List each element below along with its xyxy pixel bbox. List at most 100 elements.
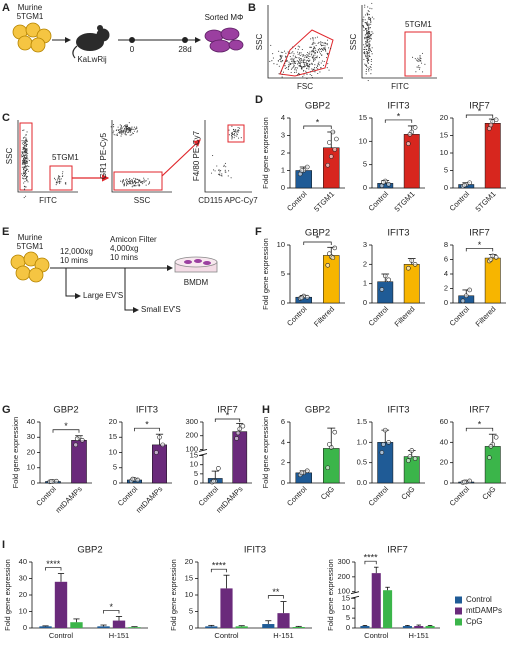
- flow-event: [132, 181, 134, 183]
- flow-event: [123, 125, 126, 127]
- y-tick-label: 2: [281, 458, 285, 467]
- y-tick-label: 2: [444, 283, 448, 292]
- flow-event: [239, 127, 241, 129]
- flow-event: [286, 60, 288, 62]
- significance-bracket: [103, 610, 120, 614]
- flow-event: [416, 59, 418, 61]
- flow-event: [368, 54, 370, 56]
- flow-event: [218, 169, 220, 171]
- panel-a-diagram: Murine 5TGM1 KaLwRij 0 28d Sorted MΦ: [12, 3, 244, 64]
- flow-event: [322, 47, 324, 49]
- flow-event: [303, 63, 305, 65]
- flow-event: [293, 65, 295, 67]
- flow-event: [143, 181, 145, 183]
- bar: [220, 588, 233, 628]
- flow-event: [291, 67, 293, 69]
- flow-event: [367, 62, 369, 64]
- flow-event: [304, 64, 306, 66]
- flow-event: [321, 54, 323, 56]
- flow-event: [236, 134, 238, 136]
- chart-title: IRF7: [469, 405, 490, 416]
- flow-event: [21, 140, 23, 142]
- flow-event: [280, 51, 282, 53]
- flow-event: [312, 49, 314, 51]
- flow-event: [120, 135, 122, 137]
- flow-event: [364, 52, 366, 54]
- flow-event: [125, 124, 127, 126]
- y-tick-label: 2: [363, 259, 367, 268]
- y-tick-label: 4: [281, 113, 285, 122]
- flow-event: [317, 63, 319, 65]
- flow-event: [26, 131, 28, 133]
- flow-event: [299, 58, 302, 60]
- y-tick-label: 0: [346, 623, 350, 632]
- significance-bracket: [364, 560, 377, 565]
- flow-event: [133, 126, 135, 128]
- flow-event: [320, 48, 323, 50]
- y-tick-label: 6: [444, 254, 448, 263]
- flow-event: [312, 58, 315, 60]
- flow-event: [319, 71, 321, 73]
- flow-event: [231, 125, 233, 127]
- flow-event: [298, 53, 301, 55]
- flow-event: [21, 163, 23, 165]
- flow-event: [24, 157, 27, 159]
- data-point: [304, 468, 310, 474]
- flow-event: [302, 70, 305, 72]
- flow-event: [325, 50, 327, 52]
- flow-event: [306, 53, 308, 56]
- data-point: [330, 255, 336, 261]
- flow-event: [121, 127, 123, 129]
- flow-event: [294, 55, 296, 57]
- gate: [19, 122, 33, 191]
- flow-event: [122, 179, 124, 181]
- flow-event: [364, 19, 366, 21]
- y-tick-label: 5: [346, 613, 350, 622]
- flow-event: [125, 178, 127, 180]
- flow-event: [113, 130, 115, 132]
- result-label: Sorted MΦ: [205, 13, 244, 22]
- flow-event: [128, 128, 131, 130]
- flow-event: [325, 43, 327, 45]
- flow-event: [143, 179, 145, 181]
- flow-event: [24, 147, 26, 149]
- bar: [277, 613, 290, 628]
- flow-event: [279, 58, 281, 60]
- macrophages: [204, 27, 244, 53]
- flow-event: [25, 159, 27, 161]
- flow-event: [290, 68, 292, 70]
- flow-event: [237, 131, 239, 133]
- flow-event: [295, 66, 297, 69]
- flow-event: [316, 55, 318, 57]
- flow-event: [418, 59, 420, 61]
- flow-event: [135, 128, 137, 130]
- flow-event: [125, 126, 127, 128]
- flow-event: [133, 128, 135, 130]
- y-tick-label: 20: [27, 447, 35, 456]
- flow-event: [370, 17, 372, 20]
- data-point: [462, 182, 467, 188]
- flow-event: [325, 57, 328, 59]
- data-point: [299, 295, 305, 301]
- flow-event: [313, 57, 315, 59]
- flow-event: [131, 127, 133, 129]
- flow-event: [369, 48, 371, 50]
- flow-event: [128, 130, 130, 132]
- flow-event: [366, 29, 368, 31]
- flow-event: [368, 28, 370, 31]
- flow-event: [27, 168, 29, 170]
- flow-event: [292, 55, 294, 57]
- flow-event: [305, 55, 307, 57]
- gate-arrow: [161, 139, 201, 177]
- panel-letter: E: [2, 226, 9, 238]
- flow-event: [113, 126, 115, 128]
- flow-event: [306, 57, 308, 59]
- flow-event: [319, 51, 321, 53]
- flow-event: [285, 55, 287, 57]
- data-point: [381, 180, 386, 185]
- flow-event: [23, 150, 25, 152]
- significance-bracket: [210, 568, 227, 573]
- y-axis-label: Fold gene expression: [261, 417, 270, 489]
- flow-event: [369, 44, 371, 46]
- flow-event: [23, 129, 25, 131]
